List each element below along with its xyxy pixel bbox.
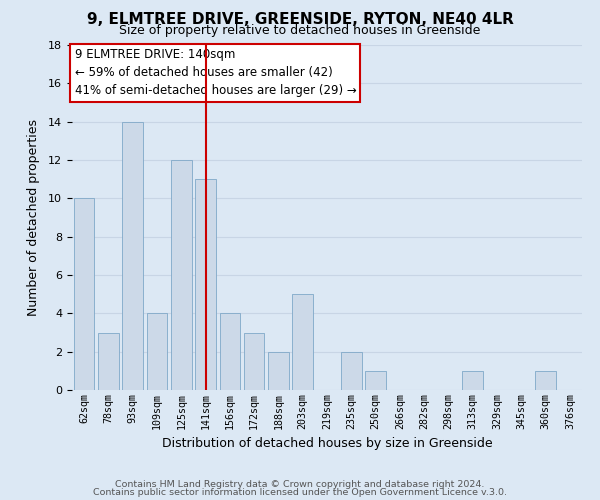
Text: Contains HM Land Registry data © Crown copyright and database right 2024.: Contains HM Land Registry data © Crown c…	[115, 480, 485, 489]
Bar	[268, 352, 289, 390]
Bar	[244, 332, 265, 390]
Bar	[292, 294, 313, 390]
Bar	[195, 179, 216, 390]
X-axis label: Distribution of detached houses by size in Greenside: Distribution of detached houses by size …	[161, 437, 493, 450]
Bar	[365, 371, 386, 390]
Text: 9, ELMTREE DRIVE, GREENSIDE, RYTON, NE40 4LR: 9, ELMTREE DRIVE, GREENSIDE, RYTON, NE40…	[86, 12, 514, 28]
Bar	[122, 122, 143, 390]
Bar	[535, 371, 556, 390]
Bar	[98, 332, 119, 390]
Bar	[146, 314, 167, 390]
Text: Contains public sector information licensed under the Open Government Licence v.: Contains public sector information licen…	[93, 488, 507, 497]
Text: Size of property relative to detached houses in Greenside: Size of property relative to detached ho…	[119, 24, 481, 37]
Y-axis label: Number of detached properties: Number of detached properties	[27, 119, 40, 316]
Bar	[220, 314, 240, 390]
Bar	[74, 198, 94, 390]
Bar	[463, 371, 483, 390]
Bar	[171, 160, 191, 390]
Text: 9 ELMTREE DRIVE: 140sqm
← 59% of detached houses are smaller (42)
41% of semi-de: 9 ELMTREE DRIVE: 140sqm ← 59% of detache…	[74, 48, 356, 98]
Bar	[341, 352, 362, 390]
